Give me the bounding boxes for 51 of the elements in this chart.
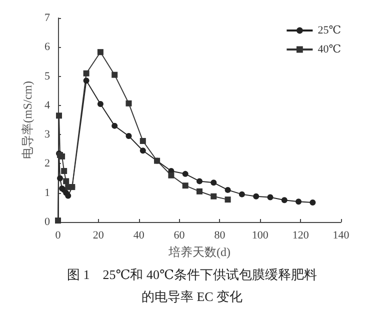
point bbox=[63, 178, 70, 184]
x-tick-label: 40 bbox=[133, 230, 145, 242]
y-tick-label: 5 bbox=[44, 70, 50, 82]
x-tick-label: 120 bbox=[292, 230, 310, 242]
x-tick-label: 20 bbox=[92, 230, 104, 242]
point bbox=[112, 72, 118, 78]
point bbox=[281, 197, 288, 204]
legend-label: 25℃ bbox=[318, 24, 342, 36]
point bbox=[140, 138, 146, 144]
point bbox=[210, 193, 217, 200]
point bbox=[182, 182, 188, 189]
text: 图 1 25℃和 40℃条件下供试包膜缓释肥料的电导率 EC 变化 bbox=[66, 266, 318, 306]
point bbox=[97, 100, 104, 107]
legend-label: 40℃ bbox=[318, 44, 342, 56]
point bbox=[57, 175, 64, 182]
point bbox=[224, 186, 231, 193]
point bbox=[196, 188, 202, 194]
y-tick-label: 1 bbox=[44, 186, 50, 199]
point bbox=[253, 193, 260, 200]
y-tick-label: 2 bbox=[44, 158, 50, 170]
point bbox=[168, 172, 174, 178]
point bbox=[112, 122, 118, 129]
x-tick-label: 140 bbox=[332, 230, 350, 242]
point bbox=[310, 199, 316, 206]
point bbox=[126, 100, 132, 106]
point bbox=[224, 196, 231, 203]
y-tick-label: 6 bbox=[44, 41, 50, 54]
point bbox=[126, 133, 132, 140]
x-axis-title: 培养天数(d) bbox=[168, 244, 230, 259]
x-tick-label: 0 bbox=[55, 230, 62, 242]
y-tick-label: 0 bbox=[44, 216, 50, 228]
point bbox=[140, 148, 146, 154]
y-tick-label: 7 bbox=[44, 12, 50, 24]
y-axis-title: 电导率(mS/cm) bbox=[20, 81, 35, 159]
point bbox=[196, 178, 202, 184]
x-tick-label: 60 bbox=[174, 230, 186, 242]
point bbox=[182, 170, 188, 177]
point bbox=[65, 192, 72, 199]
y-tick-label: 4 bbox=[44, 99, 50, 112]
point bbox=[83, 78, 90, 84]
x-tick-label: 100 bbox=[252, 230, 269, 242]
point bbox=[267, 194, 274, 200]
point bbox=[56, 112, 62, 119]
point bbox=[238, 191, 245, 198]
y-tick-label: 3 bbox=[44, 128, 50, 141]
point bbox=[61, 168, 68, 174]
point bbox=[296, 198, 302, 205]
x-tick-label: 80 bbox=[214, 230, 226, 242]
point bbox=[97, 49, 104, 56]
point bbox=[83, 70, 90, 76]
point bbox=[210, 180, 217, 186]
